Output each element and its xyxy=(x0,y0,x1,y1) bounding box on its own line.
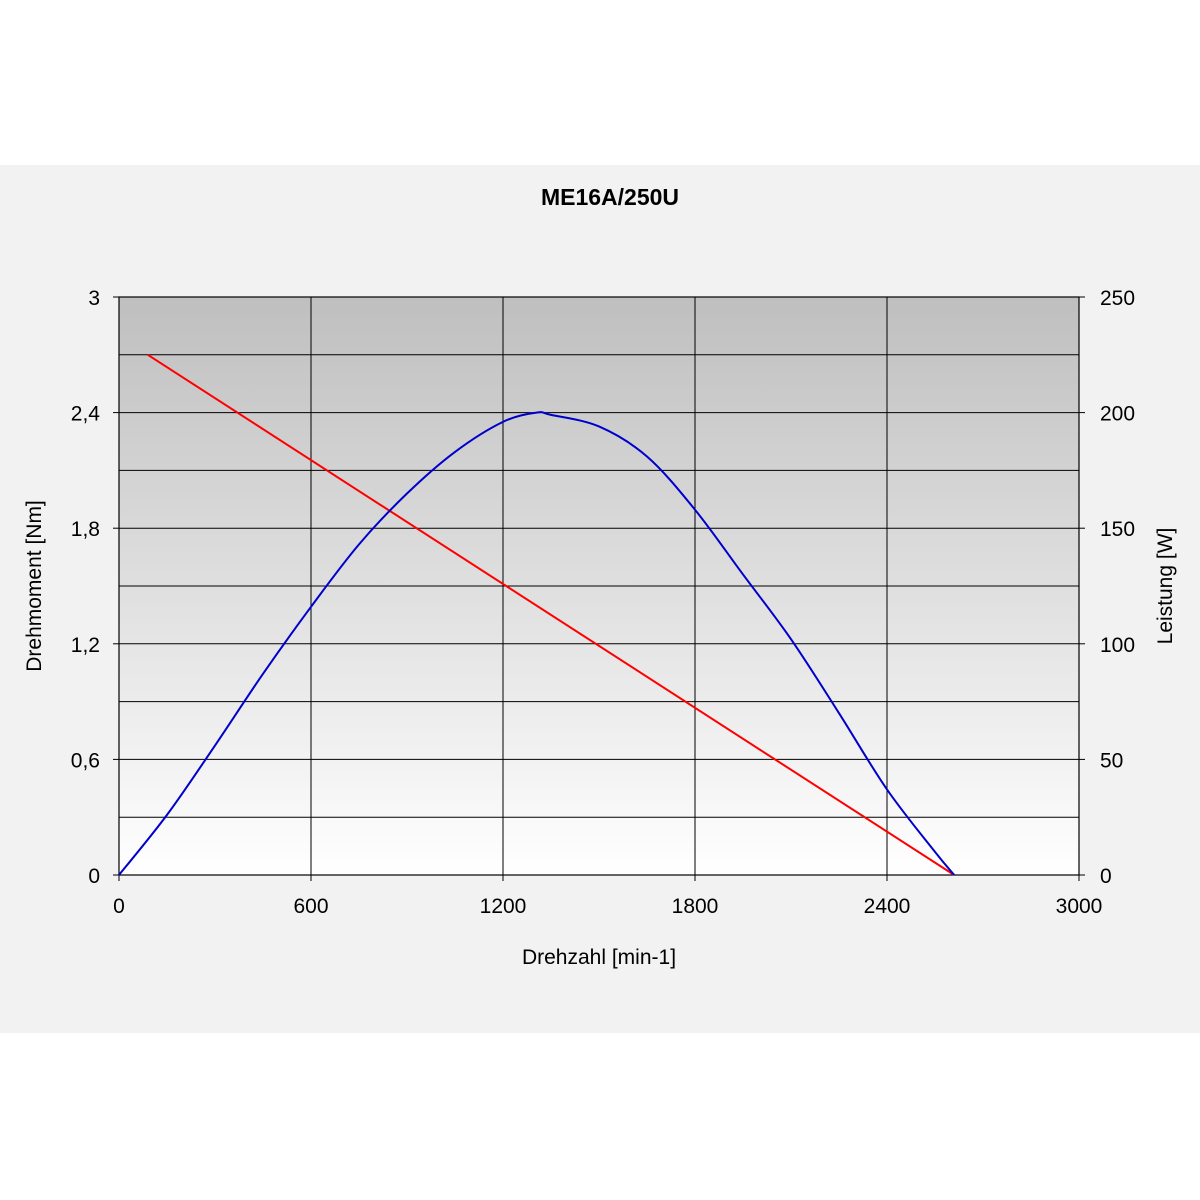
y2-tick-label: 50 xyxy=(1100,749,1123,772)
x-axis-label: Drehzahl [min-1] xyxy=(522,946,676,969)
x-tick-label: 1800 xyxy=(672,895,719,918)
plot-border xyxy=(118,296,1080,876)
y-tick-label: 0 xyxy=(88,865,100,888)
y-tick-label: 0,6 xyxy=(71,749,100,772)
y2-axis-label: Leistung [W] xyxy=(1154,528,1177,645)
x-tick-label: 1200 xyxy=(480,895,527,918)
y-axis-ticks: 0 0,6 1,2 1,8 2,4 3 xyxy=(71,287,119,888)
x-axis-ticks: 0 600 1200 1800 2400 3000 xyxy=(113,875,1102,918)
y-tick-label: 1,8 xyxy=(71,518,100,541)
series-line-drehmoment xyxy=(147,353,955,876)
x-tick-label: 600 xyxy=(293,895,328,918)
y-tick-label: 3 xyxy=(88,287,100,310)
series-line-leistung xyxy=(118,411,955,876)
x-tick-label: 3000 xyxy=(1056,895,1103,918)
y2-axis-ticks: 0 50 100 150 200 250 xyxy=(1079,287,1135,888)
chart-title: ME16A/250U xyxy=(541,184,679,210)
y2-tick-label: 0 xyxy=(1100,865,1112,888)
x-tick-label: 2400 xyxy=(864,895,911,918)
chart: ME16A/250U 0 600 1200 1800 2400 3000 0 0,6 1,2 1… xyxy=(23,184,1177,969)
x-tick-label: 0 xyxy=(113,895,125,918)
y2-tick-label: 200 xyxy=(1100,403,1135,426)
y2-tick-label: 100 xyxy=(1100,634,1135,657)
chart-panel: ME16A/250U 0 600 1200 1800 2400 3000 0 0,6 1,2 1… xyxy=(0,165,1200,1033)
grid xyxy=(118,296,1080,876)
series-group xyxy=(118,353,955,876)
y-tick-label: 1,2 xyxy=(71,634,100,657)
y2-tick-label: 150 xyxy=(1100,518,1135,541)
y-tick-label: 2,4 xyxy=(71,403,101,426)
y2-tick-label: 250 xyxy=(1100,287,1135,310)
y-axis-label: Drehmoment [Nm] xyxy=(23,500,46,672)
